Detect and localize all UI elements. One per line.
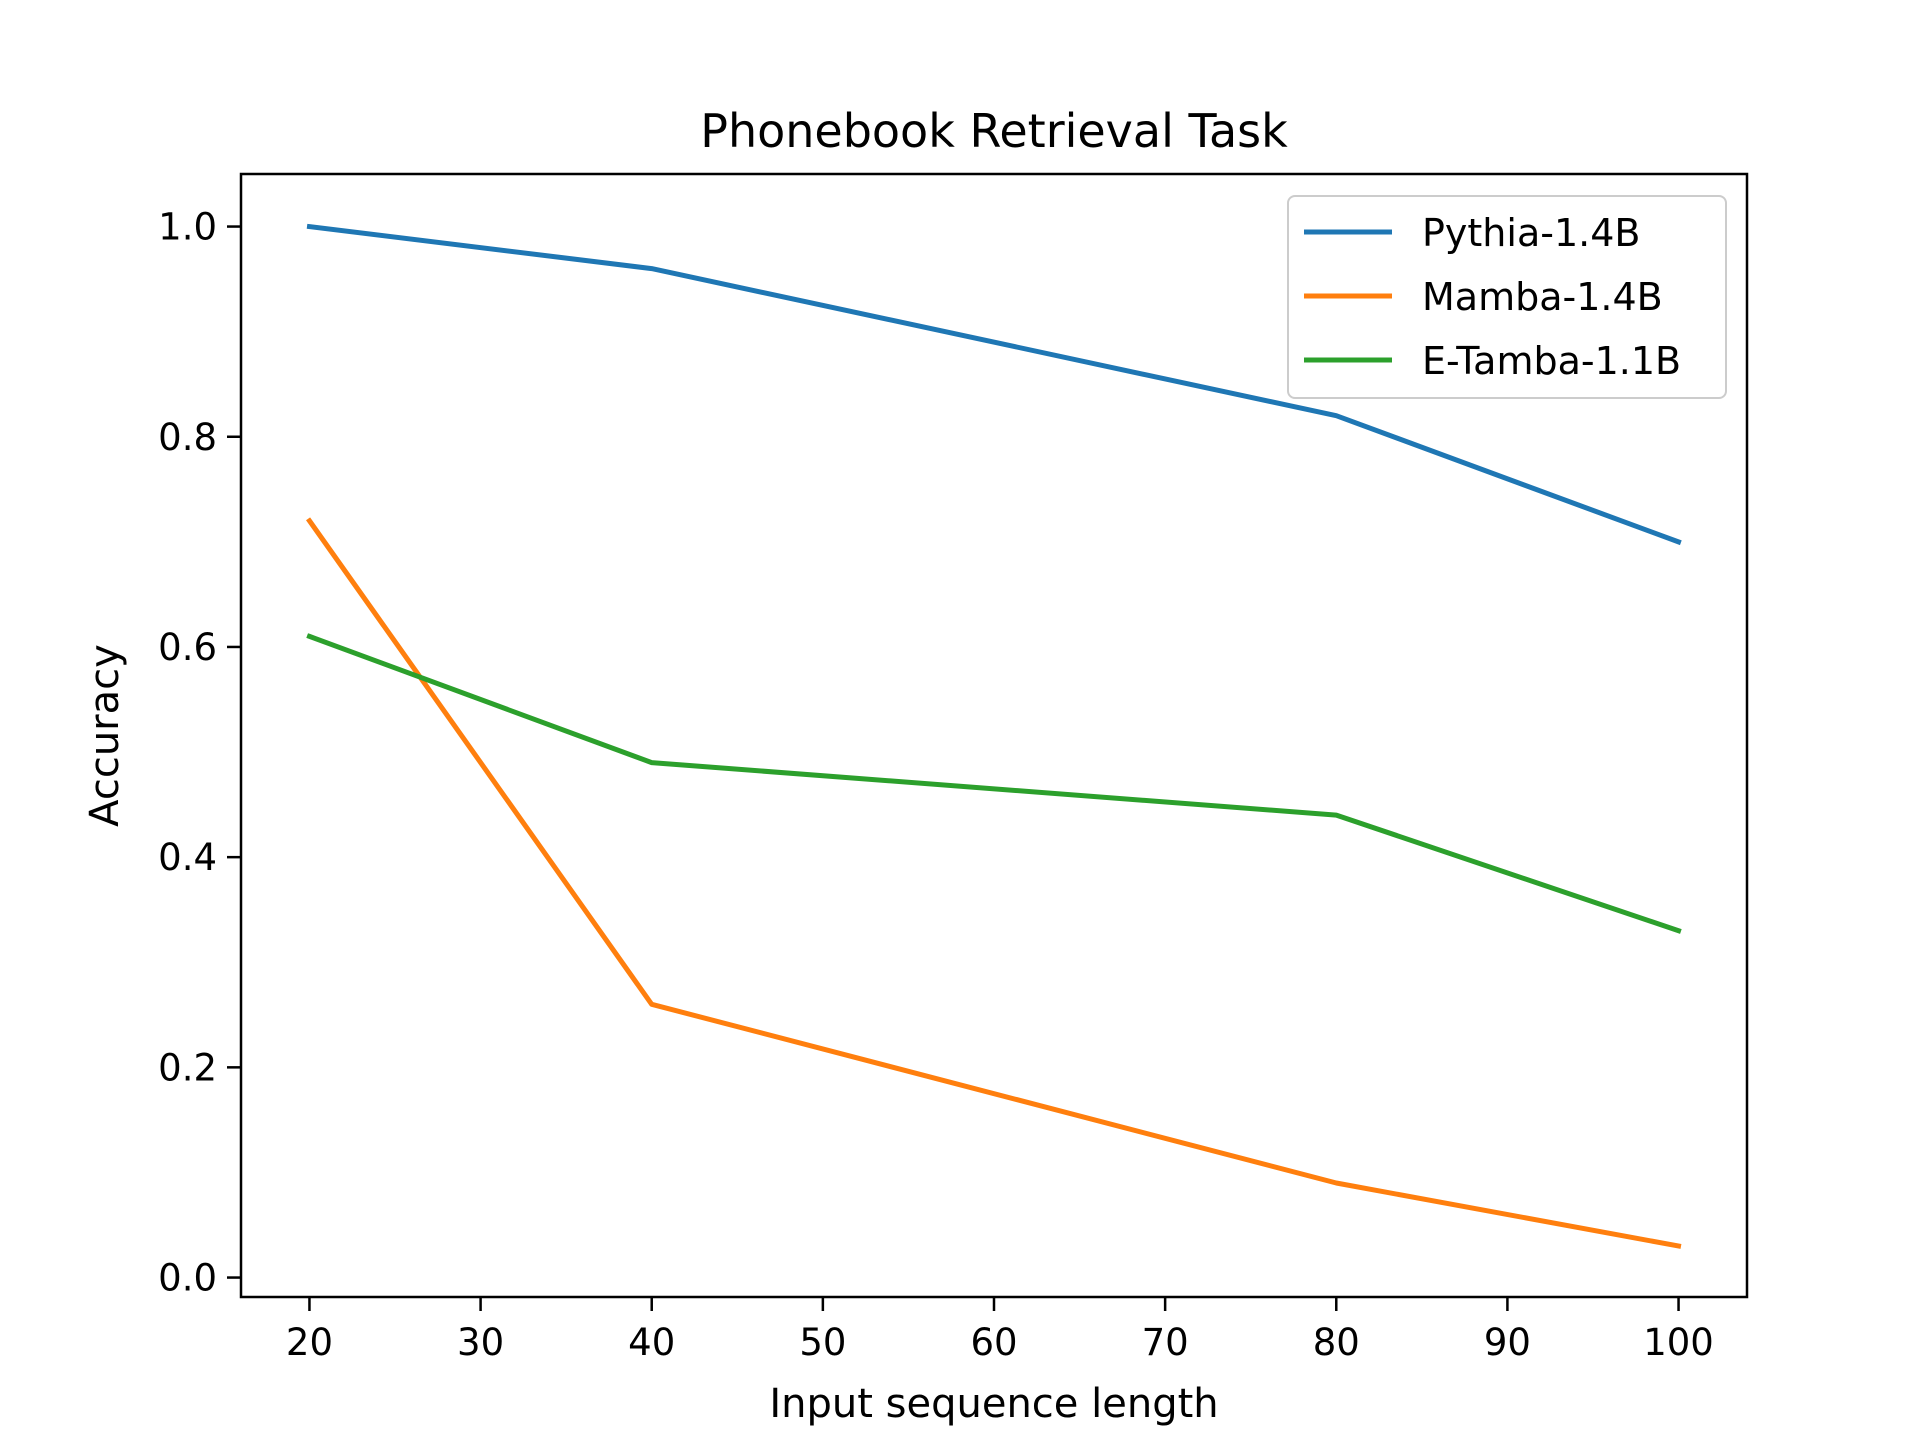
y-axis-label: Accuracy xyxy=(82,644,128,827)
legend-label: Pythia-1.4B xyxy=(1422,211,1640,255)
x-tick-label: 80 xyxy=(1313,1321,1360,1364)
x-tick-label: 30 xyxy=(457,1321,504,1364)
x-tick-label: 100 xyxy=(1643,1321,1714,1364)
x-tick-label: 50 xyxy=(799,1321,846,1364)
x-tick-label: 20 xyxy=(286,1321,333,1364)
x-tick-label: 40 xyxy=(628,1321,675,1364)
x-tick-label: 70 xyxy=(1142,1321,1189,1364)
y-tick-label: 0.6 xyxy=(158,626,217,669)
chart-title: Phonebook Retrieval Task xyxy=(700,104,1288,158)
legend: Pythia-1.4B Mamba-1.4B E-Tamba-1.1B xyxy=(1288,196,1726,398)
y-tick-label: 1.0 xyxy=(158,206,217,249)
y-tick-label: 0.2 xyxy=(158,1046,217,1089)
x-tick-label: 90 xyxy=(1484,1321,1531,1364)
y-tick-label: 0.8 xyxy=(158,416,217,459)
legend-label: E-Tamba-1.1B xyxy=(1422,339,1681,383)
y-tick-label: 0.0 xyxy=(158,1257,217,1300)
x-tick-label: 60 xyxy=(970,1321,1017,1364)
y-tick-label: 0.4 xyxy=(158,836,217,879)
x-axis-label: Input sequence length xyxy=(769,1381,1218,1427)
legend-label: Mamba-1.4B xyxy=(1422,275,1663,319)
